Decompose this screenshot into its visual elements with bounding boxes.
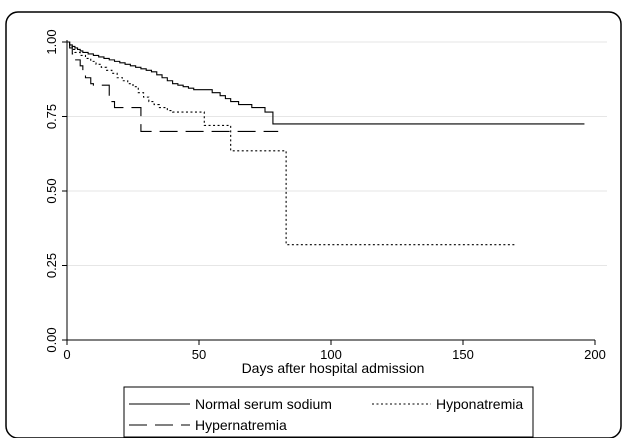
- series-line-normal-serum-sodium: [67, 41, 585, 125]
- y-tick-label-0: 0.00: [44, 327, 59, 352]
- series-lines: [67, 41, 585, 246]
- x-tick-label-1: 50: [192, 347, 206, 362]
- x-tick-label-3: 150: [452, 347, 474, 362]
- x-tick-label-2: 100: [320, 347, 342, 362]
- legend-box: [123, 386, 534, 438]
- legend-label-hyponatremia: Hyponatremia: [436, 396, 523, 412]
- x-tick-label-4: 200: [584, 347, 606, 362]
- y-tick-label-2: 0.50: [44, 178, 59, 203]
- legend-label-hypernatremia: Hypernatremia: [195, 417, 287, 433]
- axes: 0.00 0.25 0.50 0.75 1.00 0 50 100 150 200: [44, 29, 606, 362]
- series-line-hyponatremia: [67, 41, 516, 246]
- y-tick-label-4: 1.00: [44, 29, 59, 54]
- y-tick-label-3: 0.75: [44, 104, 59, 129]
- legend: Normal serum sodium Hyponatremia Hypernatr…: [123, 386, 534, 438]
- legend-label-normal-serum-sodium: Normal serum sodium: [195, 396, 332, 412]
- series-line-hypernatremia: [67, 41, 279, 132]
- x-axis-title: Days after hospital admission: [242, 360, 425, 376]
- grid-lines: [67, 41, 607, 266]
- x-tick-label-0: 0: [63, 347, 70, 362]
- y-tick-label-1: 0.25: [44, 253, 59, 278]
